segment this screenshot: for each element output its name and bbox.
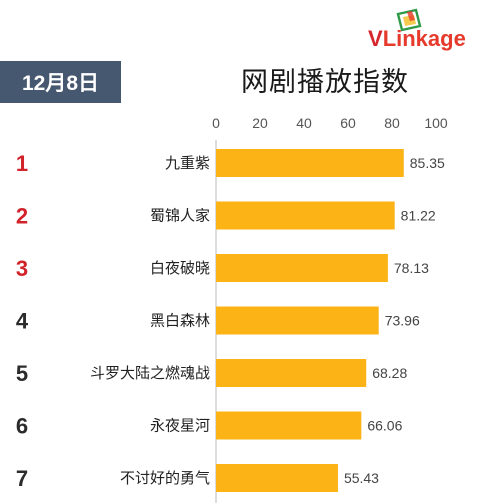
bar xyxy=(216,306,379,335)
category-label: 永夜星河 xyxy=(150,417,210,435)
value-label: 78.13 xyxy=(394,260,429,276)
logo-mark-icon xyxy=(396,8,422,32)
rank-number: 4 xyxy=(16,309,29,334)
value-label: 68.28 xyxy=(372,365,407,381)
value-label: 85.35 xyxy=(410,155,445,171)
rank-number: 1 xyxy=(16,151,28,176)
category-label: 九重紫 xyxy=(165,154,210,172)
rank-number: 6 xyxy=(16,414,28,439)
value-label: 81.22 xyxy=(401,208,436,224)
x-tick-label: 80 xyxy=(384,115,400,131)
value-label: 73.96 xyxy=(385,313,420,329)
logo-letter-v: V xyxy=(368,26,383,51)
date-badge: 12月8日 xyxy=(0,61,121,103)
bar xyxy=(216,411,362,440)
rank-number: 3 xyxy=(16,256,28,281)
value-label: 55.43 xyxy=(344,470,379,486)
bar xyxy=(216,254,388,282)
x-tick-label: 0 xyxy=(212,115,220,131)
bar xyxy=(216,201,395,230)
category-label: 白夜破晓 xyxy=(150,259,210,277)
rank-number: 2 xyxy=(16,204,28,229)
chart-title: 网剧播放指数 xyxy=(241,66,409,98)
rank-number: 5 xyxy=(16,361,28,386)
bar xyxy=(216,149,404,177)
x-tick-label: 60 xyxy=(340,115,356,131)
category-label: 蜀锦人家 xyxy=(150,207,210,225)
bar xyxy=(216,464,338,492)
x-tick-label: 20 xyxy=(252,115,268,131)
logo-word: Linkage xyxy=(382,26,466,51)
x-tick-label: 100 xyxy=(424,115,448,131)
rank-number: 7 xyxy=(16,466,28,491)
bar xyxy=(216,359,367,387)
category-label: 黑白森林 xyxy=(150,312,210,330)
value-label: 66.06 xyxy=(367,418,402,434)
logo-text: VLinkage xyxy=(368,26,466,52)
x-tick-label: 40 xyxy=(296,115,312,131)
vlinkage-logo: VLinkage xyxy=(364,8,479,52)
category-label: 不讨好的勇气 xyxy=(120,469,210,487)
category-label: 斗罗大陆之燃魂战 xyxy=(90,364,210,382)
